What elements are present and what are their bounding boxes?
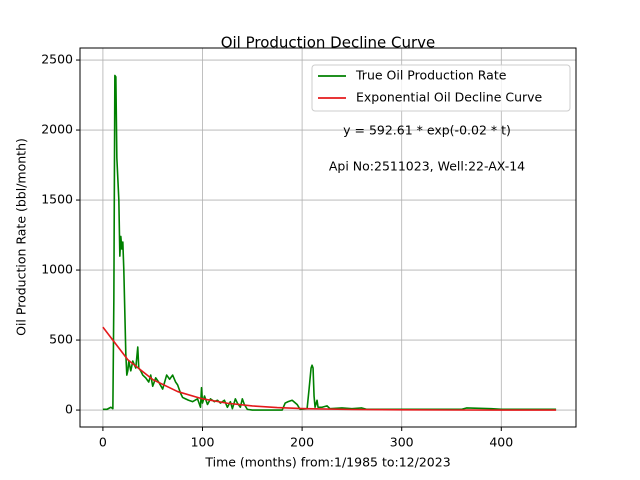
data-line [102,326,557,411]
y-tick-label: 500 [49,332,73,347]
legend-box [311,64,571,112]
x-tick-label: 300 [390,435,414,450]
x-tick-label: 200 [290,435,314,450]
y-tick-label: 1500 [41,192,73,207]
x-tick-label: 400 [489,435,513,450]
legend-label: True Oil Production Rate [355,68,507,83]
y-tick-label: 2500 [41,52,73,67]
legend-label: Exponential Oil Decline Curve [356,90,543,105]
x-tick-label: 100 [191,435,215,450]
annotation: Api No:2511023, Well:22-AX-14 [329,159,525,174]
y-tick-label: 1000 [41,262,73,277]
plot-frame [79,47,577,428]
chart-title: Oil Production Decline Curve [221,34,436,52]
y-tick-label: 0 [65,402,73,417]
x-axis-label: Time (months) from:1/1985 to:12/2023 [204,455,450,470]
y-axis-label: Oil Production Rate (bbl/month) [14,138,29,336]
y-tick-label: 2000 [41,122,73,137]
x-tick-label: 0 [99,435,107,450]
annotation: y = 592.61 * exp(-0.02 * t) [343,123,511,138]
